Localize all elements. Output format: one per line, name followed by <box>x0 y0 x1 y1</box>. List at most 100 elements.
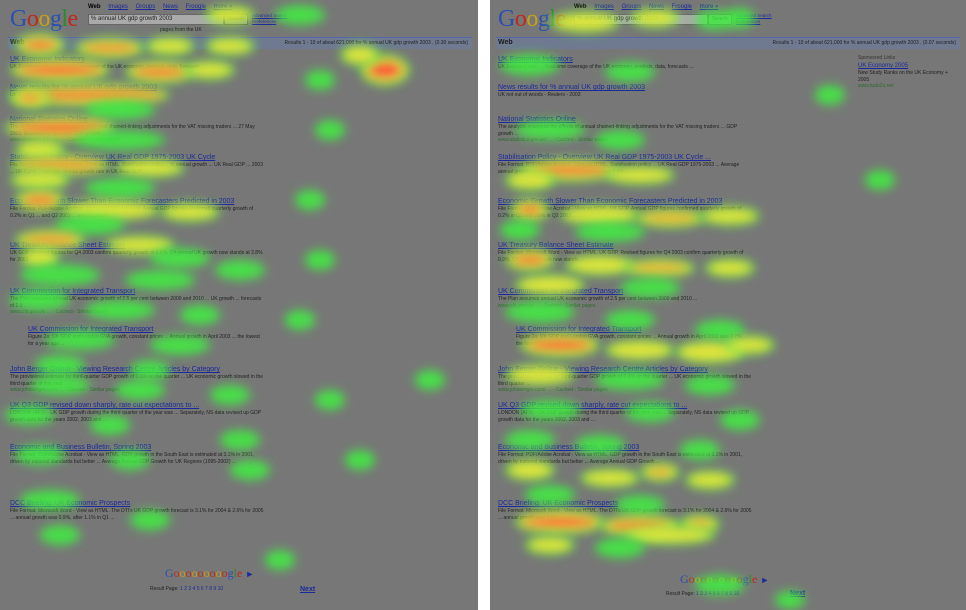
result-title[interactable]: DCC Briefing: UK Economic Prospects <box>498 500 619 507</box>
tab-groups[interactable]: Groups <box>135 4 156 10</box>
page-link-2[interactable]: 2 <box>700 591 703 597</box>
result-title[interactable]: Economic and Business Bulletin, Spring 2… <box>10 444 152 451</box>
page-link-6[interactable]: 6 <box>200 586 204 592</box>
page-link-5[interactable]: 5 <box>712 591 716 597</box>
result-title[interactable]: UK Economic Indicators <box>498 56 573 63</box>
result-snippet: File Format: PDF/Adobe Acrobat - View as… <box>498 206 742 219</box>
result-item: News results for % annual UK gdp growth … <box>498 83 753 115</box>
result-item: DCC Briefing: UK Economic Prospects File … <box>10 499 265 543</box>
tab-news[interactable]: News <box>648 4 664 10</box>
result-title[interactable]: John Berger Online - Viewing Research Ce… <box>498 366 708 373</box>
result-snippet: The provisional estimate for third-quart… <box>498 374 752 387</box>
tab-images[interactable]: Images <box>108 4 128 10</box>
next-link[interactable]: Next <box>300 586 316 593</box>
result-title[interactable]: UK Commission for Integrated Transport <box>498 288 624 295</box>
tab-froogle[interactable]: Froogle <box>185 4 206 10</box>
result-title[interactable]: John Berger Online - Viewing Research Ce… <box>10 366 220 373</box>
result-title[interactable]: DCC Briefing: UK Economic Prospects <box>10 500 131 507</box>
result-item: Stabilisation Policy - Overview UK Real … <box>10 153 265 197</box>
result-item: Economic Growth Slower Than Economic For… <box>498 197 753 241</box>
page-link-4[interactable]: 4 <box>708 591 712 597</box>
preferences-link[interactable]: Preferences <box>252 19 277 24</box>
result-title[interactable]: Economic Growth Slower Than Economic For… <box>498 198 723 205</box>
result-title[interactable]: UK Q3 GDP revised down sharply, rate cut… <box>10 402 200 409</box>
result-title[interactable]: Economic Growth Slower Than Economic For… <box>10 198 235 205</box>
heatmap-panel-left: Google Web Images Groups News Froogle mo… <box>0 0 478 610</box>
page-link-2[interactable]: 2 <box>184 586 187 592</box>
page-link-7[interactable]: 7 <box>721 591 724 597</box>
page-link-3[interactable]: 3 <box>704 591 708 597</box>
search-tabs: Web Images Groups News Froogle more » <box>88 4 238 10</box>
tab-froogle[interactable]: Froogle <box>671 4 692 10</box>
result-title[interactable]: UK Treasury Balance Sheet Estimate <box>10 242 126 249</box>
tab-more[interactable]: more » <box>213 4 233 10</box>
page-link-8[interactable]: 8 <box>209 586 213 592</box>
tab-images[interactable]: Images <box>594 4 614 10</box>
advanced-search-link[interactable]: Advanced Search <box>252 13 288 18</box>
page-link-9[interactable]: 9 <box>729 591 733 597</box>
pager-label: Result Page: <box>666 591 695 597</box>
ad-snippet: New Study Ranks on the UK Economy + 2005 <box>858 70 948 83</box>
page-link-10[interactable]: 10 <box>733 591 740 597</box>
page-link-3[interactable]: 3 <box>188 586 192 592</box>
result-snippet: UK GDP. Revised figures for Q4 2003 conf… <box>10 250 263 263</box>
ad-title[interactable]: UK Economy 2005 <box>858 63 909 69</box>
search-button[interactable]: Search <box>708 14 732 25</box>
tab-web[interactable]: Web <box>88 4 101 10</box>
page-link-9[interactable]: 9 <box>213 586 217 592</box>
pager-numbers: Result Page: 1 2 3 4 5 6 7 8 9 10 <box>150 586 223 592</box>
result-title[interactable]: National Statistics Online <box>498 116 576 123</box>
result-snippet: LONDON (AFX) - UK GDP growth during the … <box>498 410 749 423</box>
result-snippet: File Format: PDF/Adobe Acrobat - View as… <box>10 452 255 465</box>
page-link-1: 1 <box>180 586 183 592</box>
result-title[interactable]: Economic and Business Bulletin, Spring 2… <box>498 444 640 451</box>
result-snippet: UK Economy.com ... Real-time coverage of… <box>10 64 206 70</box>
page-link-8[interactable]: 8 <box>725 591 729 597</box>
search-button[interactable]: Search <box>224 14 248 25</box>
result-snippet: UK not out of woods - Reuters - 2003 <box>498 92 581 98</box>
result-title[interactable]: UK Treasury Balance Sheet Estimate <box>498 242 614 249</box>
result-title[interactable]: UK Economic Indicators <box>10 56 85 63</box>
result-title[interactable]: UK Commission for Integrated Transport <box>28 326 154 333</box>
page-link-10[interactable]: 10 <box>217 586 224 592</box>
result-url: www.cfit.gov.uk/ ... - Cached - Similar … <box>10 309 108 315</box>
result-url: www.johnberger.com/ ... - Cached - Simil… <box>10 387 120 393</box>
page-link-6[interactable]: 6 <box>716 591 720 597</box>
tab-more[interactable]: more » <box>699 4 719 10</box>
result-item: News results for % annual UK gdp growth … <box>10 83 265 115</box>
next-arrow-icon[interactable]: ► <box>760 575 770 585</box>
tab-news[interactable]: News <box>162 4 178 10</box>
search-input[interactable]: % annual UK gdp growth 2003 <box>88 14 224 25</box>
result-title[interactable]: News results for % annual UK gdp growth … <box>10 84 158 91</box>
result-snippet: File Format: PDF/Adobe Acrobat - View as… <box>498 162 740 175</box>
result-url: www.statistics.gov.uk/ ... - Cached - Si… <box>498 137 609 143</box>
result-title[interactable]: UK Commission for Integrated Transport <box>516 326 642 333</box>
result-title[interactable]: UK Commission for Integrated Transport <box>10 288 136 295</box>
result-title[interactable]: National Statistics Online <box>10 116 88 123</box>
sponsored-links: Sponsored Links UK Economy 2005 New Stud… <box>858 55 953 90</box>
result-item: UK Q3 GDP revised down sharply, rate cut… <box>498 401 753 443</box>
result-item: UK Commission for Integrated Transport Fi… <box>28 325 265 365</box>
preferences-link[interactable]: Preferences <box>736 19 761 24</box>
result-title[interactable]: Stabilisation Policy - Overview UK Real … <box>498 154 712 161</box>
google-logo: Google <box>10 6 78 32</box>
result-title[interactable]: Stabilisation Policy - Overview UK Real … <box>10 154 216 161</box>
tab-web[interactable]: Web <box>574 4 587 10</box>
result-snippet: The analysis examines the effects of ann… <box>498 124 738 137</box>
page-link-5[interactable]: 5 <box>196 586 200 592</box>
result-url: www.johnberger.com/ ... - Cached - Simil… <box>498 387 608 393</box>
result-title[interactable]: News results for % annual UK gdp growth … <box>498 84 646 91</box>
web-label: Web <box>498 39 513 46</box>
result-title[interactable]: UK Q3 GDP revised down sharply, rate cut… <box>498 402 688 409</box>
tab-groups[interactable]: Groups <box>621 4 642 10</box>
next-link[interactable]: Next <box>790 590 806 597</box>
heatmap-panel-right: Google Web Images Groups News Froogle mo… <box>490 0 966 610</box>
page-link-4[interactable]: 4 <box>192 586 196 592</box>
pager-logo: Gooooooooogle ► <box>165 566 255 580</box>
next-arrow-icon[interactable]: ► <box>245 569 255 579</box>
result-snippet: UK not out of woods - Reuters - 2003 <box>10 92 93 98</box>
search-input[interactable]: % annual UK gdp growth 2003 <box>574 14 708 25</box>
page-link-7[interactable]: 7 <box>205 586 208 592</box>
result-snippet: File Format: Microsoft Word - View as HT… <box>10 508 264 521</box>
result-item: UK Commission for Integrated Transport Th… <box>10 287 265 325</box>
